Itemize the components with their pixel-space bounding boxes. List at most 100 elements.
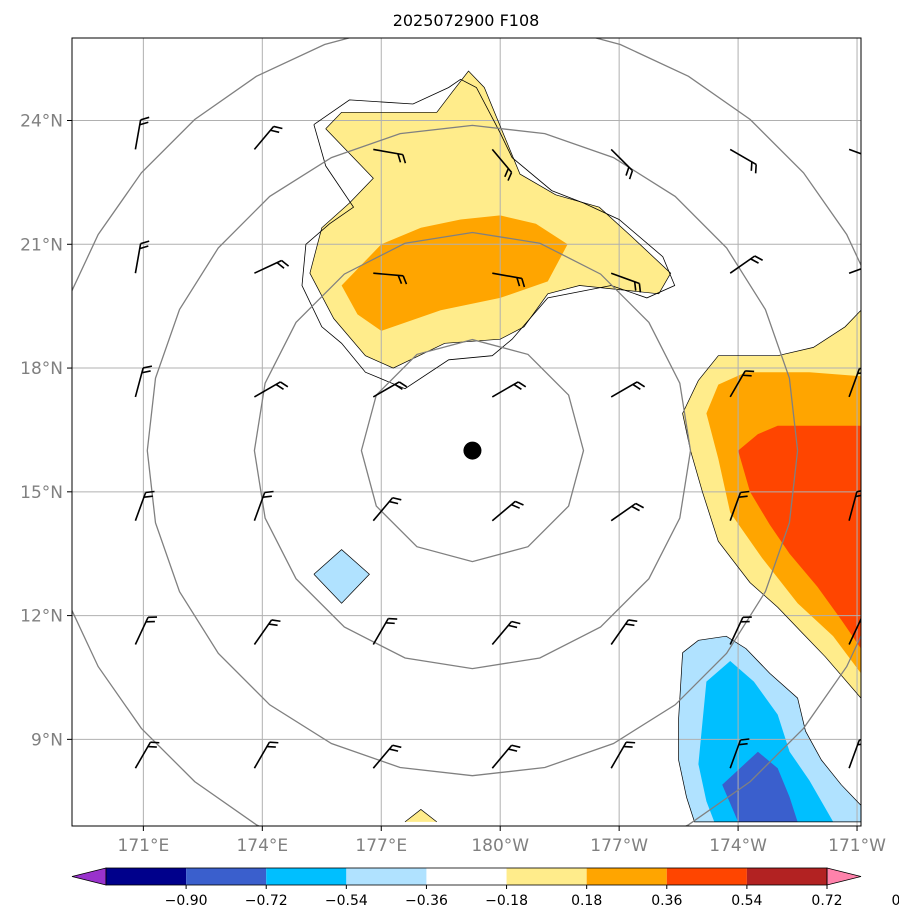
x-tick-label-6: 171°W [828,836,886,856]
wind-barb-22 [253,490,274,521]
wind-barb-18 [610,381,646,398]
wind-barb-4 [610,148,634,180]
x-axis-ticks: 171°E 174°E 177°E 180°W 177°W 174°W 171°W [118,826,886,856]
wind-barb-5 [729,148,757,174]
colorbar-segment-4 [346,868,427,885]
wind-barb-33 [729,616,752,645]
wind-barb-2 [373,148,407,164]
range-ring-2 [146,124,799,777]
contour-fills [309,71,861,822]
colorbar: −0.90 −0.72 −0.54 −0.36 −0.18 0.18 0.36 0.54 0.7… [71,867,899,909]
wind-barb-36 [253,741,279,769]
wind-barb-39 [610,741,636,769]
colorbar-label-5: 0.18 [571,893,602,909]
wind-barb-3 [491,148,513,181]
y-tick-label-4: 21°N [20,235,63,255]
colorbar-extend-high [826,867,862,886]
colorbar-label-3: −0.36 [405,893,448,909]
center-marker [463,441,482,460]
wind-barb-28 [134,616,158,645]
x-tick-label-4: 177°W [590,836,648,856]
plot-area [72,38,861,826]
wind-barb-30 [372,617,398,645]
wind-barb-17 [491,381,527,398]
wind-barb-7 [134,240,150,274]
wind-barb-12 [729,255,764,274]
contour-fill-7 [722,751,798,822]
wind-barb-1 [253,125,283,150]
wind-barb-37 [372,744,402,769]
colorbar-frame [105,867,828,886]
wind-barb-13 [848,262,861,274]
wind-barb-6 [848,148,861,161]
contour-edge-9 [404,809,438,823]
colorbar-label-0: −0.90 [165,893,208,909]
wind-barb-38 [491,744,521,769]
colorbar-label-4: −0.18 [485,893,528,909]
wind-barb-16 [372,381,408,398]
wind-barb-23 [372,496,402,522]
wind-barb-11 [610,272,642,293]
wind-barb-26 [729,490,750,521]
colorbar-segment-8 [666,868,747,885]
colorbar-extend-low [71,867,107,886]
colorbar-segment-2 [186,868,267,885]
colorbar-segment-5 [426,868,507,885]
colorbar-label-9: 0.90 [892,893,899,909]
y-tick-label-2: 15°N [20,483,63,503]
wind-barb-24 [491,500,524,522]
gridlines [72,38,861,826]
storm-center-dot [463,441,482,460]
wind-barb-35 [134,741,160,769]
y-tick-label-3: 18°N [20,359,63,379]
range-rings [72,38,861,826]
colorbar-label-6: 0.36 [651,893,682,909]
contour-fill-8 [313,549,370,604]
colorbar-segment-1 [106,868,187,885]
colorbar-segment-6 [506,868,587,885]
wind-barb-0 [134,116,150,150]
wind-barb-8 [254,259,290,274]
wind-barb-25 [610,502,645,522]
wind-barb-14 [134,365,153,398]
wind-barb-32 [610,619,638,645]
range-ring-3 [72,38,861,826]
colorbar-segment-7 [586,868,667,885]
x-tick-label-1: 174°E [236,836,288,856]
y-axis-ticks: 9°N 12°N 15°N 18°N 21°N 24°N [20,112,72,750]
wind-barb-21 [134,490,155,521]
range-ring-0 [360,338,585,563]
x-tick-label-5: 174°W [709,836,767,856]
contour-edge-0 [309,70,672,369]
contour-edge-8 [313,549,370,604]
range-ring-1 [253,231,692,670]
wind-barb-29 [253,619,281,645]
colorbar-segment-9 [746,868,827,885]
colorbar-label-7: 0.54 [731,893,762,909]
contour-fill-9 [405,809,437,822]
plot-frame [71,37,862,827]
wind-barb-10 [492,272,526,288]
wind-barb-31 [491,620,521,646]
x-tick-label-2: 177°E [355,836,407,856]
colorbar-label-8: 0.72 [811,893,842,909]
wind-barb-27 [848,489,861,521]
x-tick-label-3: 180°W [471,836,529,856]
contour-edge-5 [678,635,861,823]
wind-barb-41 [848,738,861,769]
y-tick-label-0: 9°N [31,730,63,750]
wind-barb-9 [373,272,408,285]
wind-barb-15 [253,381,289,398]
wind-barbs [134,116,861,769]
x-tick-label-0: 171°E [118,836,170,856]
colorbar-segment-3 [266,868,347,885]
colorbar-label-2: −0.54 [325,893,368,909]
wind-barb-34 [848,616,861,645]
wind-barb-19 [729,370,755,398]
wind-barb-40 [729,738,750,769]
y-tick-label-1: 12°N [20,607,63,627]
y-tick-label-5: 24°N [20,112,63,132]
colorbar-label-1: −0.72 [245,893,288,909]
contour-fill-4 [738,425,861,649]
